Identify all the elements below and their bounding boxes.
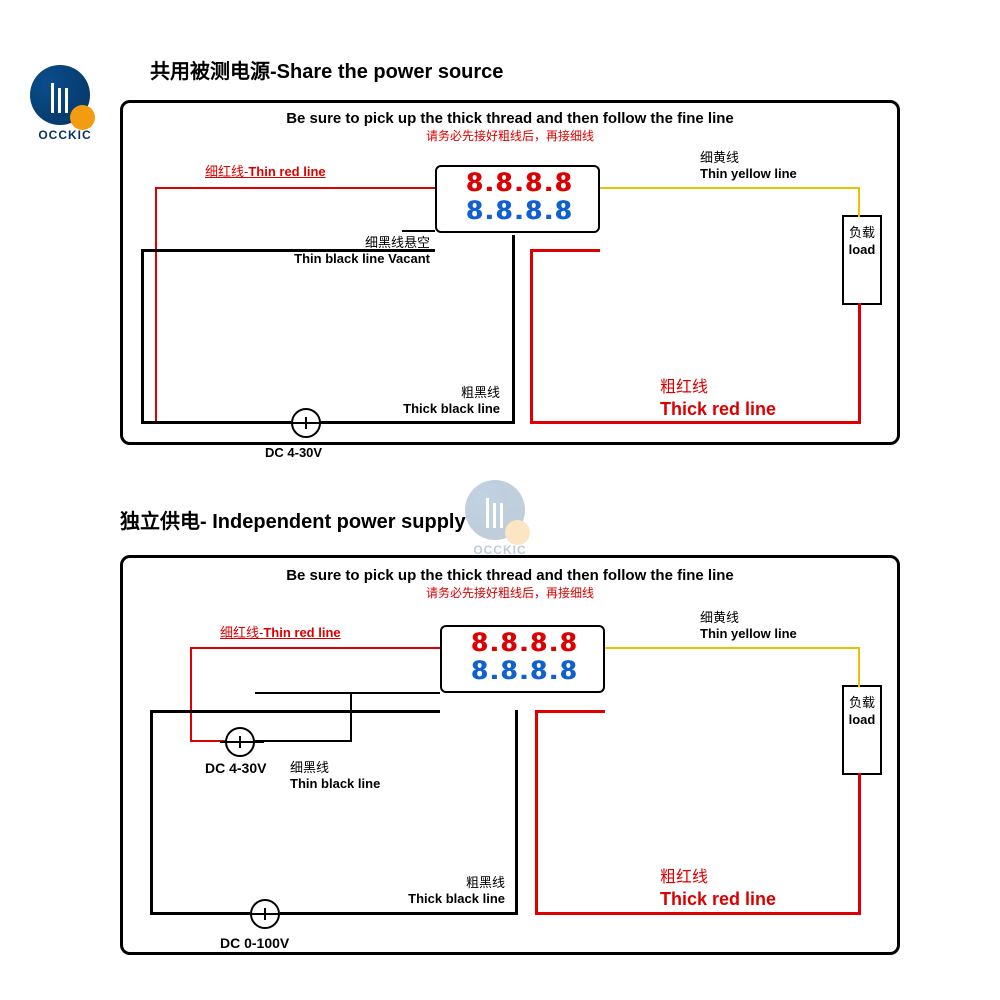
s2-junction-red	[535, 710, 605, 713]
s2-bk-drop	[350, 692, 352, 742]
s2-thick-black-v	[150, 710, 153, 915]
s1-wire-thick-black-v	[141, 249, 144, 424]
s2-wire-yellow-v	[858, 647, 860, 687]
s2-load: 负载 load	[842, 685, 882, 775]
s1-mb1	[512, 235, 515, 252]
s2-battery1	[225, 727, 255, 757]
s2-thin-red-label: 细红线-Thin red line	[220, 625, 341, 641]
s1-wire-thick-black-v2	[512, 249, 515, 424]
s1-instructions: Be sure to pick up the thick thread and …	[120, 110, 900, 144]
s1-thin-yellow-label: 细黄线 Thin yellow line	[700, 150, 797, 183]
s2-wire-thin-red-v	[190, 647, 192, 742]
s1-thick-red-label: 粗红线 Thick red line	[660, 378, 776, 421]
s1-wire-thick-black-h1	[141, 421, 291, 424]
s2-title-cn: 独立供电-	[120, 511, 207, 533]
s1-dc-label: DC 4-30V	[265, 445, 322, 461]
s1-wire-thick-black-h2	[320, 421, 515, 424]
watermark-logo: OCCKIC	[465, 480, 535, 550]
section2-title: 独立供电- Independent power supply	[120, 505, 466, 534]
s1-title-cn: 共用被测电源-	[150, 61, 277, 83]
s2-bk-to-bat	[255, 740, 352, 742]
s1-load-cn: 负载	[846, 225, 878, 242]
s1-title-en: Share the power source	[277, 61, 504, 83]
s2-thick-red-v2	[858, 773, 861, 915]
s1-load-en: load	[846, 242, 878, 259]
brand-text: OCCKIC	[30, 128, 100, 142]
s2-thick-black-h1	[150, 912, 250, 915]
s2-wire-thin-black	[255, 692, 440, 694]
s2-load-cn: 负载	[846, 695, 878, 712]
s2-thick-red-label: 粗红线 Thick red line	[660, 868, 776, 911]
s1-inst-en: Be sure to pick up the thick thread and …	[120, 110, 900, 129]
s1-wire-thick-red-v	[530, 249, 533, 424]
s2-thin-black-label: 细黑线 Thin black line	[290, 760, 380, 793]
s1-battery	[291, 408, 321, 438]
s2-thick-black-top	[150, 710, 440, 713]
s2-thick-red-v	[535, 710, 538, 915]
s1-digits-blue: 8.8.8.8	[441, 199, 594, 227]
s2-dc1-label: DC 4-30V	[205, 760, 266, 778]
s1-thin-black-label: 细黑线悬空 Thin black line Vacant	[270, 235, 430, 268]
s2-thick-black-label: 粗黑线 Thick black line	[350, 875, 505, 908]
brand-logo: OCCKIC	[30, 65, 100, 135]
s2-digits-blue: 8.8.8.8	[446, 659, 599, 687]
s2-wire-yellow	[605, 647, 860, 649]
s1-wire-yellow	[600, 187, 860, 189]
s1-wire-thick-red-h	[530, 421, 860, 424]
s1-thick-black-label: 粗黑线 Thick black line	[350, 385, 500, 418]
s2-dc2-label: DC 0-100V	[220, 935, 289, 953]
s1-junction-red	[530, 249, 600, 252]
s1-thin-red-label: 细红线-Thin red line	[205, 164, 326, 180]
s2-meter: 8.8.8.8 8.8.8.8	[440, 625, 605, 693]
s2-inst-cn: 请务必先接好粗线后，再接细线	[120, 586, 900, 601]
s2-thin-yellow-label: 细黄线 Thin yellow line	[700, 610, 797, 643]
s2-thick-red-h	[535, 912, 860, 915]
s2-instructions: Be sure to pick up the thick thread and …	[120, 567, 900, 601]
s2-digits-red: 8.8.8.8	[446, 631, 599, 659]
s2-title-en: Independent power supply	[212, 511, 465, 533]
s2-thick-black-v2	[515, 710, 518, 915]
s1-wire-thick-red-v2	[858, 303, 861, 424]
s1-wire-thin-red	[155, 187, 435, 189]
s1-inst-cn: 请务必先接好粗线后，再接细线	[120, 129, 900, 144]
s1-load: 负载 load	[842, 215, 882, 305]
s2-battery2	[250, 899, 280, 929]
section1-title: 共用被测电源-Share the power source	[150, 55, 503, 84]
s1-digits-red: 8.8.8.8	[441, 171, 594, 199]
s1-wire-thin-black	[402, 230, 435, 232]
s2-load-en: load	[846, 712, 878, 729]
s1-wire-thin-red-v	[155, 187, 157, 424]
s1-wire-yellow-v	[858, 187, 860, 217]
s2-thick-black-h2	[280, 912, 518, 915]
s2-wire-thin-red	[190, 647, 440, 649]
s1-meter: 8.8.8.8 8.8.8.8	[435, 165, 600, 233]
s2-inst-en: Be sure to pick up the thick thread and …	[120, 567, 900, 586]
